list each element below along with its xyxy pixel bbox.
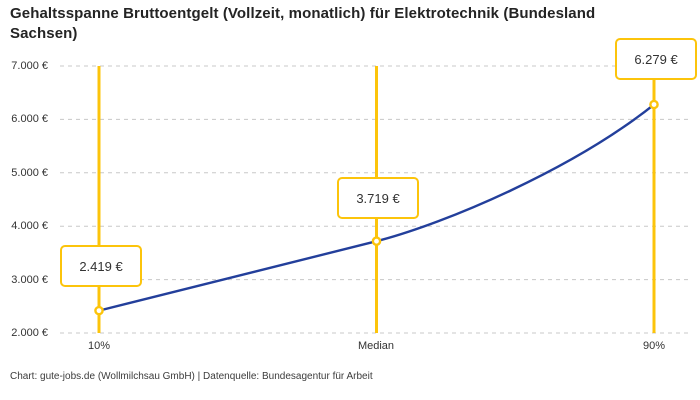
x-axis-label-median: Median bbox=[357, 340, 395, 352]
y-axis-tick-label: 7.000 € bbox=[11, 60, 48, 72]
value-label-box-90-percent: 6.279 € bbox=[615, 38, 697, 80]
y-axis-tick-label: 6.000 € bbox=[11, 113, 48, 125]
data-point-marker-Median bbox=[371, 236, 382, 247]
data-point-marker-90% bbox=[649, 99, 659, 110]
chart-title: Gehaltsspanne Bruttoentgelt (Vollzeit, m… bbox=[10, 5, 596, 42]
y-axis-tick-label: 5.000 € bbox=[11, 167, 48, 179]
chart-footer: Chart: gute-jobs.de (Wollmilchsau GmbH) … bbox=[10, 371, 373, 382]
y-axis-tick-label: 4.000 € bbox=[11, 220, 48, 232]
data-point-marker-10% bbox=[94, 305, 104, 316]
x-axis-label-90-percent: 90% bbox=[642, 340, 666, 352]
value-label-median: 3.719 € bbox=[356, 190, 400, 206]
value-label-10-percent: 2.419 € bbox=[79, 258, 123, 274]
y-axis-tick-label: 3.000 € bbox=[11, 274, 48, 286]
value-label-box-10-percent: 2.419 € bbox=[60, 245, 142, 287]
x-axis-label-10-percent: 10% bbox=[87, 340, 111, 352]
salary-curve bbox=[97, 103, 656, 312]
value-label-90-percent: 6.279 € bbox=[634, 51, 678, 67]
y-axis-tick-label: 2.000 € bbox=[11, 327, 48, 339]
value-label-box-median: 3.719 € bbox=[337, 177, 419, 219]
